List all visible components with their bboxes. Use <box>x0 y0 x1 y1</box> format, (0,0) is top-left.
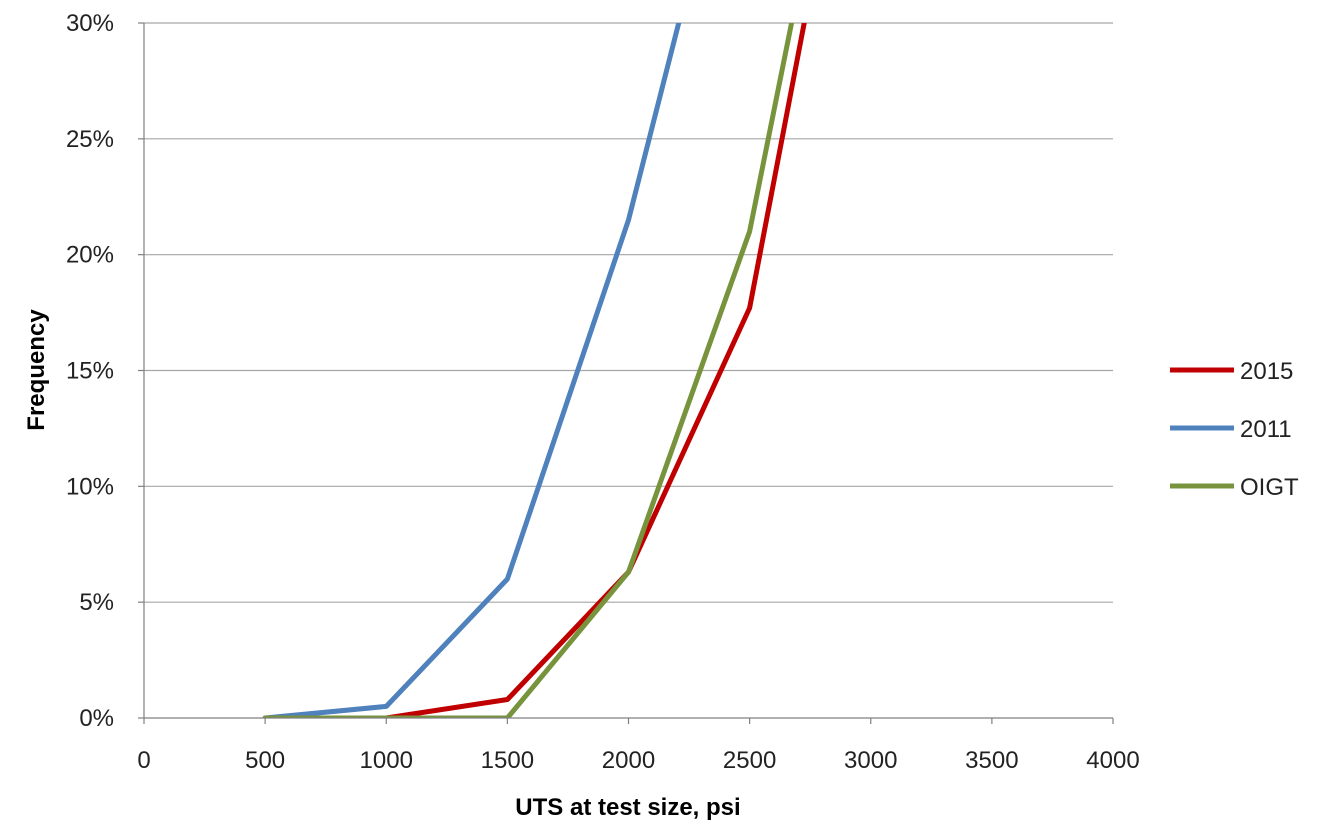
series-line-2015 <box>262 23 807 718</box>
x-tick-label: 1500 <box>481 747 534 774</box>
x-tick-label: 3500 <box>965 747 1018 774</box>
legend-label: 2015 <box>1240 358 1293 385</box>
legend-label: 2011 <box>1240 416 1292 443</box>
x-axis-title: UTS at test size, psi <box>515 794 740 821</box>
legend: 2015 2011 OIGT <box>1170 358 1299 501</box>
x-tick-label: 1000 <box>360 747 413 774</box>
axes <box>138 22 1114 724</box>
y-tick-label: 15% <box>66 358 114 385</box>
x-tick-label: 0 <box>137 747 150 774</box>
y-tick-label: 30% <box>66 10 114 37</box>
y-tick-label: 5% <box>79 589 114 616</box>
y-tick-label: 0% <box>79 705 114 732</box>
y-tick-labels: 0% 5% 10% 15% 20% 25% 30% <box>66 10 114 732</box>
series-line-2011 <box>262 23 682 718</box>
x-tick-label: 2500 <box>723 747 776 774</box>
x-tick-label: 4000 <box>1086 747 1139 774</box>
x-tick-labels: 0 500 1000 1500 2000 2500 3000 3500 4000 <box>137 747 1139 774</box>
y-tick-label: 25% <box>66 126 114 153</box>
y-tick-label: 10% <box>66 473 114 500</box>
y-tick-label: 20% <box>66 242 114 269</box>
gridlines <box>144 22 1113 603</box>
series-line-oigt <box>262 23 795 718</box>
series-lines <box>262 23 807 718</box>
x-tick-label: 500 <box>245 747 285 774</box>
x-tick-label: 3000 <box>844 747 897 774</box>
x-tick-label: 2000 <box>602 747 655 774</box>
legend-label: OIGT <box>1240 474 1299 501</box>
y-axis-title: Frequency <box>23 309 50 431</box>
